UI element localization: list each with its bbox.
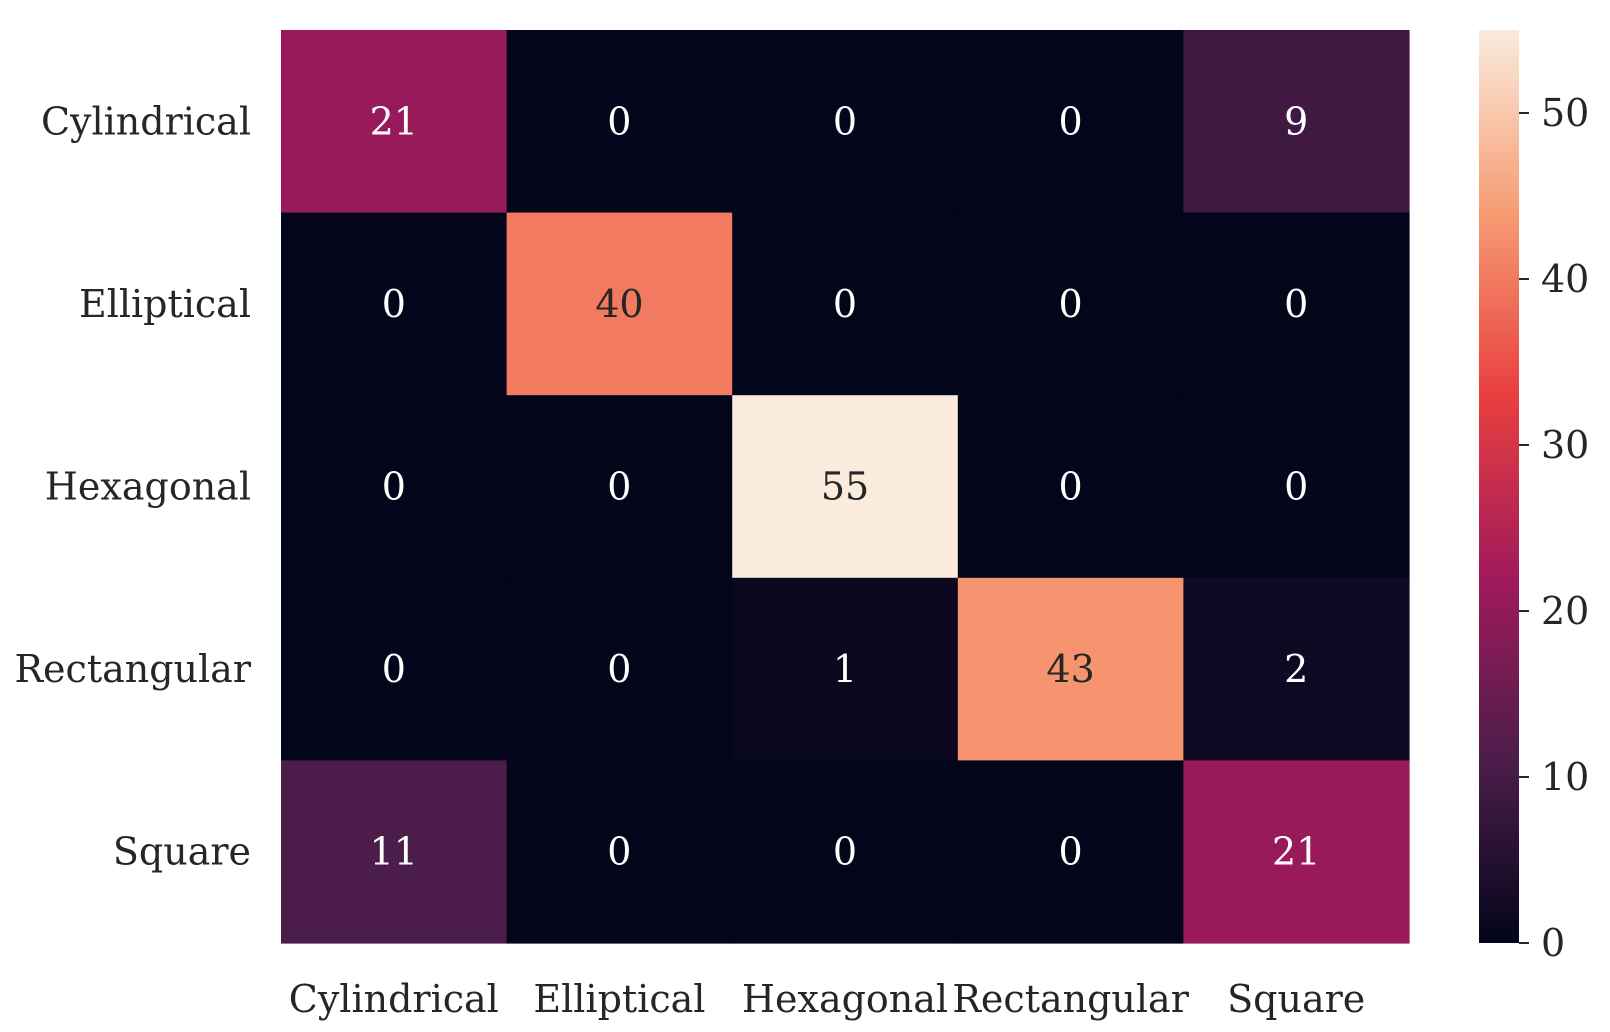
heatmap-cell-square-rectangular (957, 760, 1184, 944)
heatmap-cell-cylindrical-rectangular (957, 30, 1184, 214)
heatmap-cell-square-square (1183, 760, 1410, 944)
colorbar-tick-label: 30 (1541, 423, 1589, 467)
heatmap-cell-elliptical-elliptical (506, 212, 733, 396)
heatmap-cell-elliptical-hexagonal (732, 212, 959, 396)
heatmap-cell-rectangular-square (1183, 577, 1410, 761)
cell-value-label: 0 (833, 99, 857, 143)
cell-value-label: 0 (1059, 465, 1083, 509)
heatmap-cells (281, 30, 1410, 944)
heatmap-cell-hexagonal-rectangular (957, 395, 1184, 579)
cell-value-label: 0 (607, 830, 631, 874)
cell-value-label: 0 (382, 647, 406, 691)
colorbar-gradient (1479, 30, 1519, 943)
heatmap-cell-cylindrical-elliptical (506, 30, 733, 214)
cell-value-label: 0 (833, 830, 857, 874)
x-tick-label-rectangular: Rectangular (952, 977, 1189, 1021)
cell-value-label: 0 (1284, 465, 1308, 509)
colorbar-ticks: 0 10 20 30 40 50 (1519, 91, 1589, 965)
cell-value-label: 55 (821, 465, 869, 509)
cell-value-label: 0 (607, 465, 631, 509)
cell-value-label: 0 (382, 465, 406, 509)
heatmap-cell-rectangular-cylindrical (281, 577, 508, 761)
x-axis-tick-labels: Cylindrical Elliptical Hexagonal Rectangula… (289, 977, 1366, 1021)
heatmap-cell-rectangular-elliptical (506, 577, 733, 761)
x-tick-label-square: Square (1227, 977, 1365, 1021)
cell-value-label: 0 (607, 647, 631, 691)
heatmap-cell-elliptical-square (1183, 212, 1410, 396)
colorbar-tick-label: 0 (1541, 921, 1565, 965)
heatmap-cell-square-hexagonal (732, 760, 959, 944)
cell-value-label: 0 (382, 282, 406, 326)
cell-value-label: 9 (1284, 99, 1308, 143)
y-tick-label-hexagonal: Hexagonal (45, 465, 251, 509)
cell-value-label: 21 (370, 99, 418, 143)
cell-value-label: 11 (370, 830, 418, 874)
colorbar: 0 10 20 30 40 50 (1479, 30, 1589, 965)
y-tick-label-cylindrical: Cylindrical (41, 99, 251, 143)
heatmap-cell-elliptical-rectangular (957, 212, 1184, 396)
cell-value-label: 43 (1046, 647, 1094, 691)
heatmap-cell-hexagonal-cylindrical (281, 395, 508, 579)
heatmap-cell-square-elliptical (506, 760, 733, 944)
cell-value-label: 0 (833, 282, 857, 326)
heatmap-cell-hexagonal-square (1183, 395, 1410, 579)
x-tick-label-cylindrical: Cylindrical (289, 977, 499, 1021)
heatmap-cell-cylindrical-cylindrical (281, 30, 508, 214)
cell-value-label: 40 (595, 282, 643, 326)
cell-value-label: 0 (1059, 282, 1083, 326)
colorbar-tick-label: 10 (1541, 755, 1589, 799)
cell-value-label: 21 (1272, 830, 1320, 874)
heatmap-cell-elliptical-cylindrical (281, 212, 508, 396)
y-tick-label-square: Square (113, 830, 251, 874)
heatmap-cell-cylindrical-hexagonal (732, 30, 959, 214)
colorbar-tick-label: 20 (1541, 589, 1589, 633)
heatmap-cell-rectangular-hexagonal (732, 577, 959, 761)
heatmap-cell-hexagonal-elliptical (506, 395, 733, 579)
x-tick-label-elliptical: Elliptical (533, 977, 705, 1021)
cell-value-label: 0 (1284, 282, 1308, 326)
colorbar-tick-label: 50 (1541, 91, 1589, 135)
heatmap-cell-cylindrical-square (1183, 30, 1410, 214)
cell-value-label: 1 (833, 647, 857, 691)
y-tick-label-rectangular: Rectangular (14, 647, 251, 691)
heatmap-cell-square-cylindrical (281, 760, 508, 944)
y-tick-label-elliptical: Elliptical (79, 282, 251, 326)
colorbar-tick-label: 40 (1541, 257, 1589, 301)
cell-value-label: 0 (1059, 830, 1083, 874)
cell-value-label: 0 (607, 99, 631, 143)
cell-value-label: 2 (1284, 647, 1308, 691)
heatmap-annotations: 21 0 0 0 9 0 40 0 0 0 0 0 55 0 0 0 0 1 43 2 11 0 0 0 21 (370, 99, 1321, 873)
heatmap-cell-rectangular-rectangular (957, 577, 1184, 761)
heatmap-cell-hexagonal-hexagonal (732, 395, 959, 579)
x-tick-label-hexagonal: Hexagonal (742, 977, 948, 1021)
cell-value-label: 0 (1059, 99, 1083, 143)
y-axis-tick-labels: Cylindrical Elliptical Hexagonal Rectangula… (14, 99, 251, 873)
